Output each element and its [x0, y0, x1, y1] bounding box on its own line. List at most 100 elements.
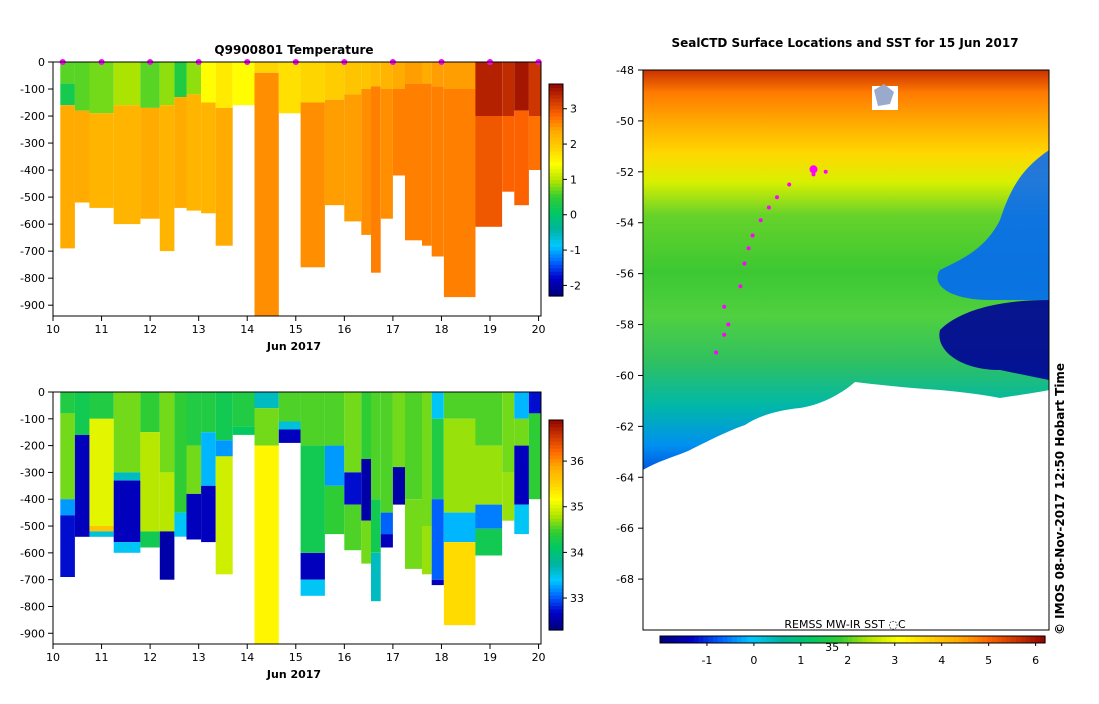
profile-cell — [431, 579, 444, 586]
sst-colorbar-step — [669, 636, 675, 643]
profile-cell — [405, 392, 422, 500]
y-tick-label: 0 — [38, 56, 45, 69]
x-tick-label: 17 — [386, 651, 400, 664]
temperature-plot-title: Q9900801 Temperature — [214, 43, 373, 57]
sst-c-tick-label: -1 — [701, 654, 712, 667]
profile-cell — [186, 392, 202, 446]
sst-colorbar-step — [785, 636, 791, 643]
colorbar-step — [549, 225, 563, 230]
colorbar-step — [549, 207, 563, 212]
colorbar-step — [549, 549, 563, 554]
colorbar-step — [549, 577, 563, 582]
colorbar-step — [549, 115, 563, 120]
profile-cell — [422, 62, 432, 84]
colorbar-step — [549, 560, 563, 565]
colorbar-step — [549, 420, 563, 425]
profile-cell — [380, 62, 393, 89]
lat-tick-label: -60 — [616, 369, 634, 382]
sst-colorbar-step — [727, 636, 733, 643]
colorbar-step — [549, 469, 563, 474]
profile-cell — [422, 83, 432, 246]
y-tick-label: -400 — [20, 493, 45, 506]
colorbar-step — [549, 497, 563, 502]
colorbar-step — [549, 542, 563, 547]
colorbar-step — [549, 591, 563, 596]
y-tick-label: -400 — [20, 164, 45, 177]
profile-cell — [422, 392, 432, 526]
profile-cell — [361, 392, 371, 459]
profile-cell — [380, 392, 393, 513]
profile-cell — [361, 520, 371, 564]
sst-colorbar-step — [818, 636, 825, 643]
profile-cell — [324, 392, 345, 446]
sst-colorbar-step — [679, 636, 685, 643]
y-tick-label: -200 — [20, 440, 45, 453]
profile-cell — [60, 413, 75, 500]
profile-cell — [405, 62, 422, 84]
y-tick-label: -600 — [20, 218, 45, 231]
x-tick-label: 13 — [192, 651, 206, 664]
profile-cell — [140, 432, 160, 532]
sst-map: SealCTD Surface Locations and SST for 15… — [616, 36, 1067, 667]
profile-cell — [422, 526, 432, 575]
colorbar-frame — [548, 419, 564, 631]
sst-colorbar-step — [712, 636, 719, 643]
x-tick-label: 10 — [46, 323, 60, 336]
profile-cell — [392, 62, 405, 89]
sst-colorbar-step — [770, 636, 777, 643]
colorbar-step — [549, 609, 563, 614]
temperature-colorbar: 3 2 1 0 -1 -2 — [548, 83, 581, 297]
sst-colorbar-step — [684, 636, 690, 643]
y-tick-label: -300 — [20, 466, 45, 479]
colorbar-step — [549, 553, 563, 558]
profile-cell — [300, 552, 325, 580]
sst-c-tick-label: 4 — [938, 654, 945, 667]
lat-tick-label: -64 — [616, 471, 634, 484]
profile-cell — [300, 102, 325, 268]
profile-cell — [113, 472, 141, 481]
profile-cell — [174, 62, 187, 98]
sst-colorbar-step — [688, 636, 695, 643]
profile-cell — [324, 445, 345, 486]
profile-cell — [201, 102, 216, 214]
sst-colorbar-step — [693, 636, 700, 643]
sst-colorbar-step — [871, 636, 878, 643]
antarctic-land — [643, 382, 1049, 630]
profile-cell — [254, 392, 279, 409]
sst-colorbar-step — [992, 636, 998, 643]
colorbar-step — [549, 250, 563, 255]
profile-cell — [278, 62, 301, 114]
sst-colorbar: -10123456356065707580 — [659, 635, 1046, 667]
sst-colorbar-step — [674, 636, 680, 643]
sst-colorbar-step — [866, 636, 873, 643]
profile-cell — [201, 485, 216, 543]
x-tick-label: 14 — [240, 651, 254, 664]
profile-cell — [89, 418, 114, 526]
profile-cell — [140, 531, 160, 548]
lat-tick-label: -50 — [616, 115, 634, 128]
profile-cell — [380, 89, 393, 219]
colorbar-step — [549, 455, 563, 460]
profile-cell — [232, 62, 255, 106]
profile-cell — [89, 113, 114, 208]
colorbar-step — [549, 465, 563, 470]
sst-colorbar-step — [963, 636, 969, 643]
profile-cell — [159, 105, 175, 252]
colorbar-step — [549, 119, 563, 124]
x-tick-label: 14 — [240, 323, 254, 336]
temperature-section-plot: Q9900801 Temperature 0 -100 -200 -300 -400 -5… — [20, 43, 581, 353]
sst-colorbar-step — [862, 636, 868, 643]
colorbar-step — [549, 179, 563, 184]
profile-cell — [502, 472, 515, 521]
colorbar-step — [549, 521, 563, 526]
y-tick-label: -900 — [20, 627, 45, 640]
profile-cell — [74, 392, 90, 435]
track-point — [787, 182, 792, 187]
map-title: SealCTD Surface Locations and SST for 15… — [671, 36, 1018, 50]
imos-credit: © IMOS 08-Nov-2017 12:50 Hobart Time — [1053, 363, 1067, 635]
profile-cell — [174, 392, 187, 513]
colorbar-step — [549, 486, 563, 491]
profile-cell — [113, 62, 141, 106]
colorbar-step — [549, 602, 563, 607]
profile-cell — [443, 418, 476, 513]
